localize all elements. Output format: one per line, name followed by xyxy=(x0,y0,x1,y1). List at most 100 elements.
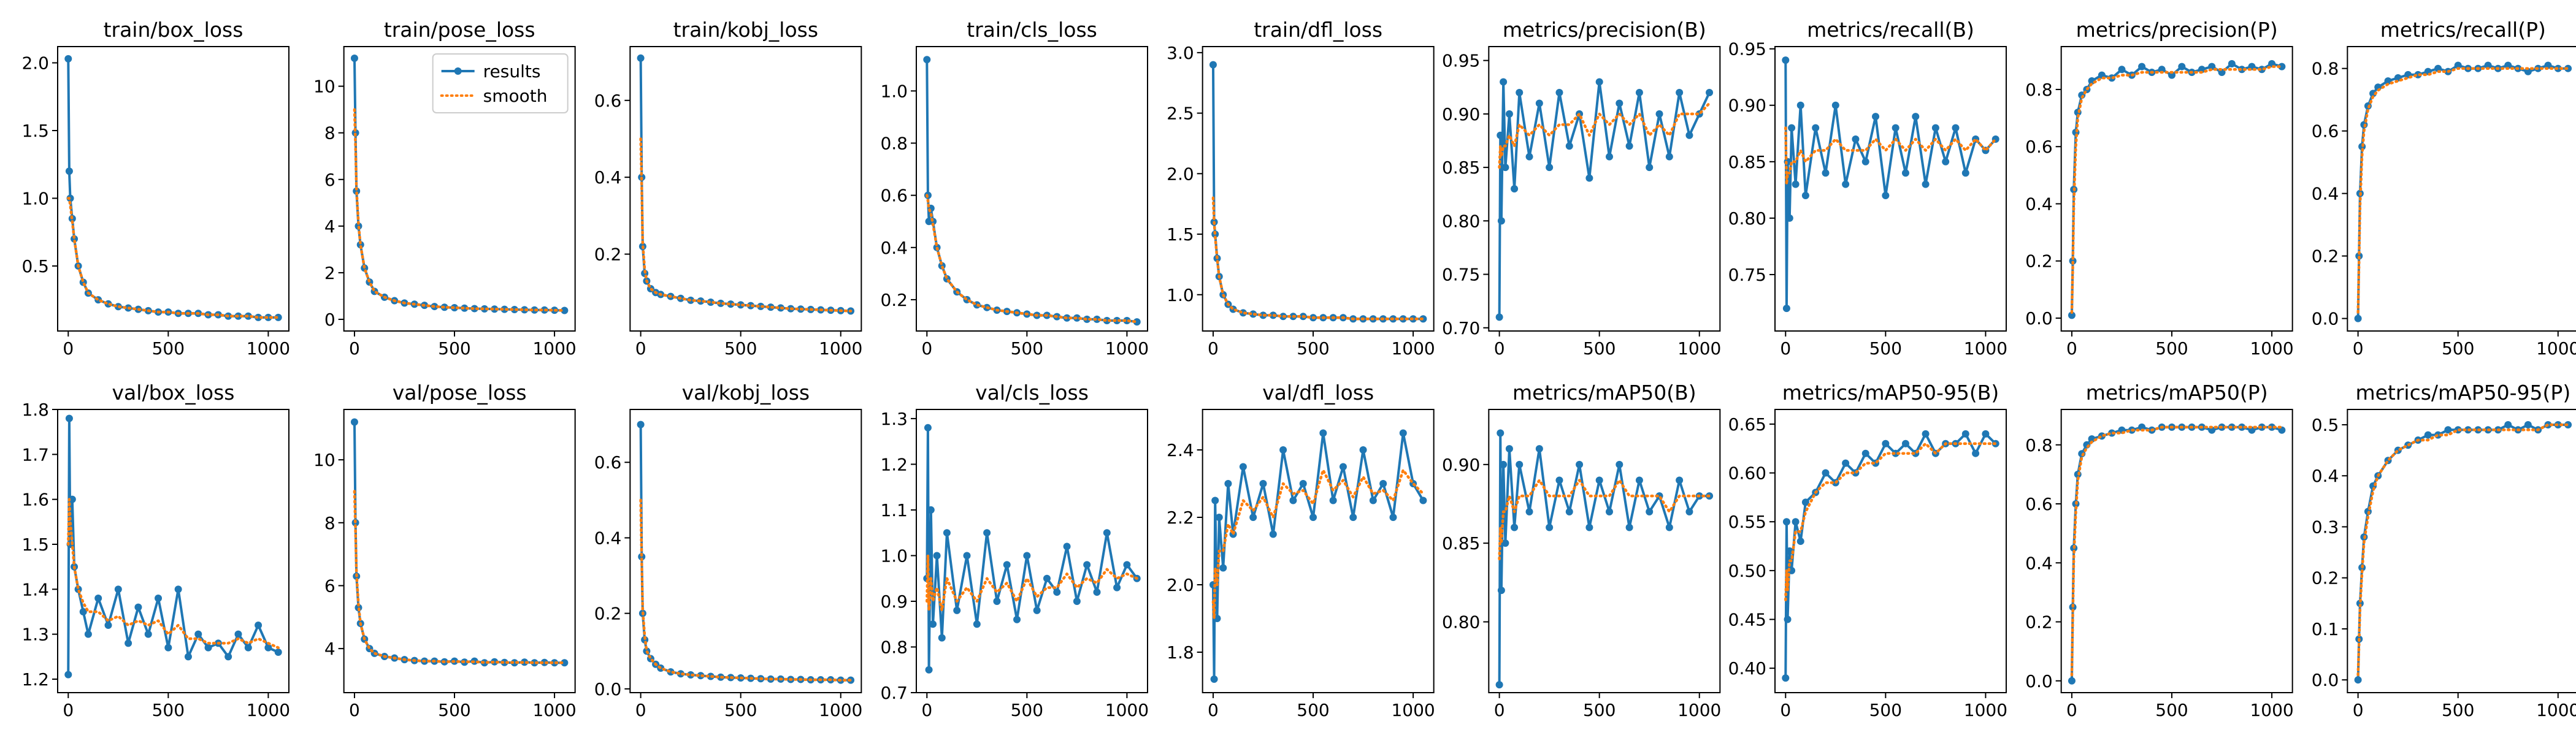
y-tick-label: 0.8 xyxy=(2025,435,2053,455)
y-tick-label: 1.2 xyxy=(21,669,49,690)
results-marker xyxy=(1892,449,1899,457)
results-marker xyxy=(1349,514,1357,521)
results-marker xyxy=(1625,523,1633,531)
results-marker xyxy=(144,630,152,638)
y-tick-label: 2.5 xyxy=(1167,104,1194,124)
results-line xyxy=(926,59,1137,324)
results-marker xyxy=(1379,480,1387,487)
results-marker xyxy=(1329,496,1337,504)
results-marker xyxy=(1961,430,1969,438)
y-tick-label: 2.2 xyxy=(1167,508,1194,528)
results-marker xyxy=(1093,588,1101,596)
results-marker xyxy=(1882,192,1890,200)
y-tick-label: 0.85 xyxy=(1442,533,1480,554)
results-marker xyxy=(1505,445,1513,453)
x-tick-label: 500 xyxy=(152,338,185,359)
x-tick-label: 1000 xyxy=(247,338,290,359)
results-marker xyxy=(264,313,272,321)
results-marker xyxy=(155,595,163,602)
results-marker xyxy=(1646,508,1654,515)
results-line xyxy=(1784,432,1997,679)
results-marker xyxy=(2268,423,2276,431)
results-marker xyxy=(727,300,735,308)
y-tick-label: 0.2 xyxy=(2312,568,2339,588)
results-marker xyxy=(1501,164,1509,172)
smooth-line xyxy=(67,498,280,649)
results-marker xyxy=(1239,463,1247,471)
x-tick-label: 500 xyxy=(1297,338,1329,359)
y-tick-label: 1.5 xyxy=(21,121,49,141)
results-marker xyxy=(2356,599,2364,607)
results-marker xyxy=(1595,78,1603,86)
y-tick-label: 6 xyxy=(324,170,335,190)
y-tick-label: 2.0 xyxy=(1167,575,1194,595)
results-marker xyxy=(255,622,263,629)
results-marker xyxy=(1516,460,1524,468)
y-tick-label: 0.9 xyxy=(880,592,908,612)
smooth-line xyxy=(353,490,566,664)
results-marker xyxy=(1982,430,1990,438)
x-tick-label: 0 xyxy=(1780,700,1791,720)
results-marker xyxy=(1495,313,1503,321)
x-tick-label: 1000 xyxy=(2250,700,2293,720)
results-line xyxy=(1498,432,1710,685)
results-marker xyxy=(1961,169,1969,177)
results-marker xyxy=(1782,56,1790,64)
x-tick-label: 1000 xyxy=(1677,700,1721,720)
x-tick-label: 1000 xyxy=(2250,338,2293,359)
results-marker xyxy=(1299,480,1307,487)
results-marker xyxy=(1113,316,1121,324)
x-tick-label: 1000 xyxy=(819,338,862,359)
results-marker xyxy=(1399,429,1407,437)
results-marker xyxy=(1605,153,1613,161)
results-line xyxy=(353,422,565,664)
results-marker xyxy=(1133,318,1141,326)
y-tick-label: 0.6 xyxy=(594,91,622,111)
smooth-line xyxy=(2356,67,2570,314)
smooth-line xyxy=(1784,126,1997,186)
axes-frame xyxy=(1774,409,2007,693)
results-marker xyxy=(2354,314,2362,322)
smooth-line xyxy=(2070,425,2283,677)
y-tick-label: 0.2 xyxy=(594,604,622,624)
results-marker xyxy=(1511,185,1519,192)
smooth-line xyxy=(1498,479,1711,561)
results-marker xyxy=(1511,523,1519,531)
smooth-line xyxy=(639,498,853,682)
results-marker xyxy=(1103,316,1111,324)
x-tick-label: 1000 xyxy=(532,700,576,720)
y-tick-label: 0.80 xyxy=(1728,208,1766,229)
chart-title: metrics/mAP50-95(P) xyxy=(2355,381,2570,405)
results-marker xyxy=(1782,305,1790,313)
results-marker xyxy=(521,658,529,666)
chart-title: val/cls_loss xyxy=(975,381,1089,405)
results-marker xyxy=(1546,164,1554,172)
y-tick-label: 0.2 xyxy=(2312,246,2339,267)
results-marker xyxy=(1083,561,1091,569)
legend-marker xyxy=(454,67,462,75)
results-marker xyxy=(1931,124,1939,132)
y-tick-label: 0.95 xyxy=(1728,39,1766,59)
results-marker xyxy=(1103,529,1111,537)
results-marker xyxy=(1309,514,1317,521)
axes-frame xyxy=(57,409,289,693)
results-marker xyxy=(500,658,508,666)
x-tick-label: 500 xyxy=(438,338,470,359)
y-tick-label: 0.8 xyxy=(2025,80,2053,100)
y-tick-label: 4 xyxy=(324,216,335,237)
axes-frame xyxy=(916,46,1148,332)
y-tick-label: 1.3 xyxy=(880,409,908,429)
results-marker xyxy=(79,608,87,615)
results-marker xyxy=(1259,480,1267,487)
results-marker xyxy=(737,301,745,309)
results-marker xyxy=(2444,426,2452,434)
chart-title: metrics/mAP50-95(B) xyxy=(1782,381,1999,405)
y-tick-label: 1.0 xyxy=(880,546,908,566)
y-tick-label: 8 xyxy=(324,513,335,533)
results-marker xyxy=(1901,439,1909,447)
axes-frame xyxy=(2347,46,2576,332)
results-marker xyxy=(94,595,102,602)
results-marker xyxy=(353,187,361,195)
results-marker xyxy=(1901,169,1909,177)
